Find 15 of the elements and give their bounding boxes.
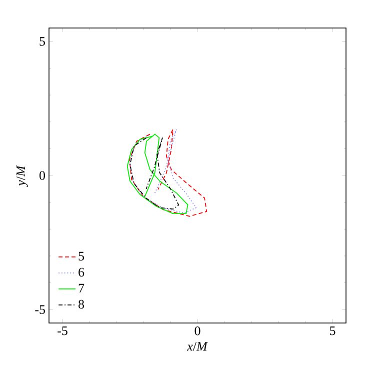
- line-series: [130, 128, 197, 214]
- line-series: [129, 128, 208, 217]
- y-tick-label: -5: [35, 305, 45, 314]
- line-series: [130, 138, 180, 210]
- legend-label: 6: [78, 268, 84, 277]
- legend-label: 7: [78, 284, 84, 292]
- x-axis-title: x/M: [186, 342, 208, 351]
- line-series: [126, 134, 188, 214]
- y-tick-label: 0: [40, 171, 45, 180]
- x-tick-label: -5: [58, 326, 68, 336]
- x-tick-label: 0: [194, 326, 200, 336]
- x-tick-label: 5: [330, 326, 336, 336]
- y-tick-label: 5: [40, 37, 45, 46]
- legend-label: 8: [78, 300, 84, 309]
- legend-label: 5: [78, 252, 84, 261]
